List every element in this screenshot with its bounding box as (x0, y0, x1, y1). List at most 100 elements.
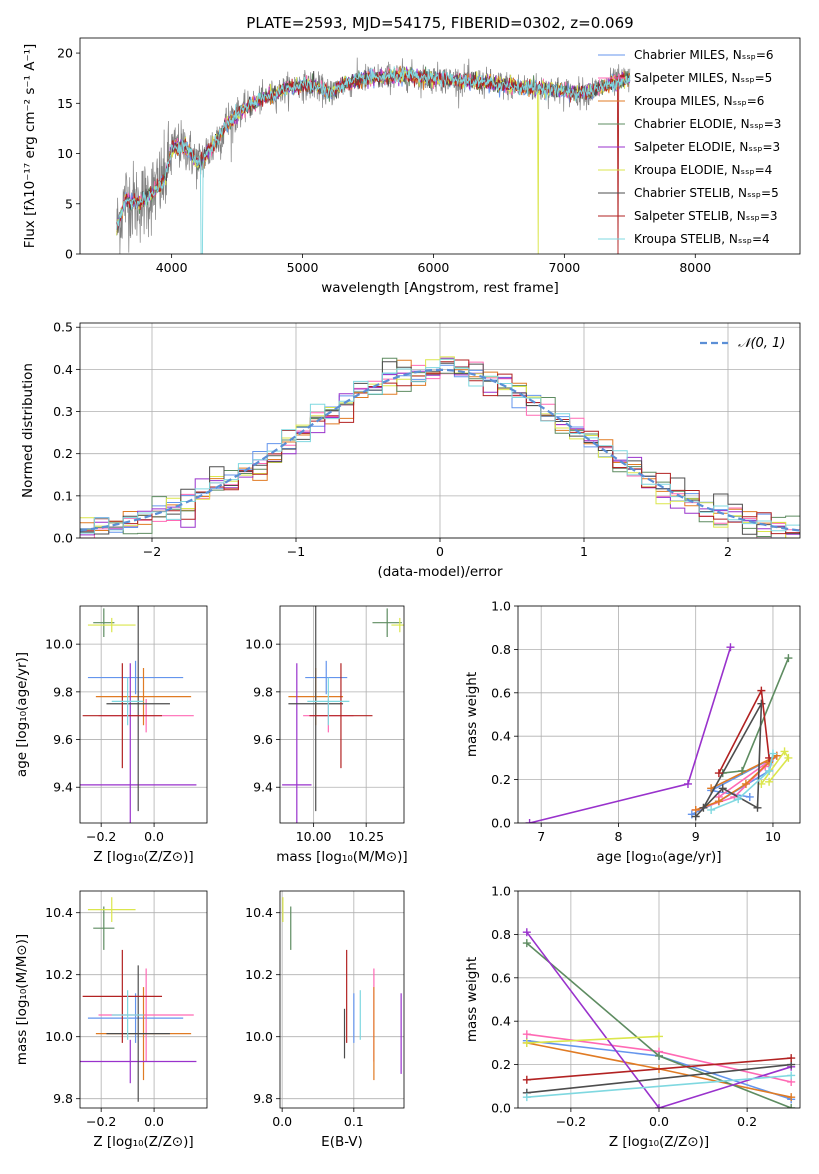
x-axis-label: (data-model)/error (377, 564, 503, 580)
plot-area (282, 606, 404, 823)
y-tick-label: 15 (57, 96, 73, 111)
errorbar-point (93, 608, 115, 637)
axes-frame (79, 37, 801, 255)
axes-frame (517, 890, 801, 1109)
x-tick-label: 7000 (548, 260, 580, 275)
y-tick-label: 0.8 (491, 642, 511, 657)
errorbar-point (87, 660, 184, 695)
y-tick-label: 9.8 (53, 1091, 73, 1106)
axes-frame (279, 890, 405, 1109)
y-axis-label: mass weight (464, 672, 480, 757)
x-tick-label: −0.2 (556, 1114, 586, 1129)
legend: Chabrier MILES, Nₛₛₚ=6 Salpeter MILES, Nₛ… (598, 48, 781, 246)
plus-marker (768, 749, 777, 758)
plus-marker (745, 792, 754, 801)
legend-label: Salpeter MILES, Nₛₛₚ=5 (634, 71, 772, 85)
errorbar-point (82, 949, 163, 1043)
plus-marker (765, 766, 774, 775)
errorbar-point (391, 617, 404, 633)
plus-marker (691, 812, 700, 821)
y-tick-label: 10 (57, 146, 73, 161)
gridlines (280, 606, 404, 823)
y-tick-label: 0.4 (491, 729, 511, 744)
histogram-step (80, 358, 800, 534)
plus-marker (522, 1038, 531, 1047)
plus-marker (699, 803, 708, 812)
x-tick-label: 10 (765, 829, 781, 844)
weight-line (695, 754, 778, 811)
plus-marker (522, 928, 531, 937)
plot-area (116, 57, 631, 254)
plus-marker (718, 784, 727, 793)
y-tick-label: 0.1 (53, 488, 73, 503)
plus-marker (714, 797, 723, 806)
histogram-step (80, 356, 800, 538)
plus-marker (683, 779, 692, 788)
plus-marker (741, 779, 750, 788)
x-tick-label: 2 (724, 544, 732, 559)
normal-curve (80, 368, 800, 532)
x-tick-label: 0.0 (272, 1114, 292, 1129)
errorbar-point (309, 663, 373, 769)
legend-label: Chabrier STELIB, Nₛₛₚ=5 (634, 186, 779, 200)
y-tick-label: 10.0 (45, 637, 73, 652)
plus-marker (655, 1051, 663, 1060)
plus-marker (757, 699, 766, 708)
y-tick-label: 10.4 (245, 905, 273, 920)
x-tick-label: 0.0 (144, 1114, 164, 1129)
errorbar-point (95, 668, 192, 726)
legend-label: Salpeter STELIB, Nₛₛₚ=3 (634, 209, 778, 223)
plus-marker (784, 654, 793, 663)
plot-area (80, 356, 800, 538)
axes-age_vs_mass: 10.00 10.25 9.4 9.6 9.8 10.0 mass [log₁₀(M/M⊙)… (245, 605, 408, 865)
y-tick-label: 0.0 (491, 816, 511, 831)
plus-marker (738, 766, 747, 775)
y-tick-label: 0.6 (491, 970, 511, 985)
y-axis-label: mass weight (464, 957, 480, 1042)
plus-marker (753, 803, 762, 812)
x-tick-label: 1 (580, 544, 588, 559)
legend-label: 𝒩(0, 1) (738, 336, 785, 351)
y-tick-label: 9.4 (253, 780, 273, 795)
plus-marker (707, 805, 716, 814)
plus-marker (787, 1093, 796, 1102)
errorbar-point (307, 677, 350, 726)
axes-age_vs_Z: −0.2 0.0 9.4 9.6 9.8 10.0 Z [log₁₀(Z/Z⊙)] age [… (14, 605, 208, 865)
x-axis-label: Z [log₁₀(Z/Z⊙)] (93, 1134, 193, 1150)
errorbar-point (111, 990, 144, 1040)
y-tick-label: 10.0 (245, 1029, 273, 1044)
x-tick-label: 9 (692, 829, 700, 844)
y-axis-label: Normed distribution (20, 363, 36, 498)
x-tick-label: 0.0 (144, 829, 164, 844)
x-axis-label: Z [log₁₀(Z/Z⊙)] (93, 849, 193, 865)
y-axis-label: Flux [fλ10⁻¹⁷ erg cm⁻² s⁻¹ A⁻¹] (22, 44, 38, 249)
legend-label: Kroupa MILES, Nₛₛₚ=6 (634, 94, 764, 108)
errorbar-point (93, 906, 115, 950)
plus-marker (655, 1104, 663, 1108)
y-tick-label: 20 (57, 46, 73, 61)
x-tick-label: −2 (143, 544, 161, 559)
plot-area (525, 643, 793, 823)
x-tick-label: 0.1 (344, 1114, 364, 1129)
axes-frame (79, 322, 801, 539)
x-tick-label: 8000 (679, 260, 711, 275)
x-tick-label: 10.00 (296, 829, 332, 844)
errorbar-point (87, 617, 136, 633)
weight-line (526, 931, 792, 1108)
x-tick-label: 0.0 (649, 1114, 669, 1129)
errorbar-point (80, 1039, 197, 1084)
axes-frame (79, 890, 208, 1109)
axes-mass_vs_EBV: 0.0 0.1 9.8 10.0 10.2 10.4 E(B-V) (245, 890, 405, 1150)
x-tick-label: −0.2 (86, 829, 116, 844)
y-tick-label: 10.2 (245, 967, 273, 982)
x-axis-label: age [log₁₀(age/yr)] (596, 849, 721, 865)
plus-marker (787, 1071, 796, 1080)
plot-area (80, 606, 197, 823)
plus-marker (655, 1032, 663, 1041)
errorbar-point (305, 660, 348, 695)
y-tick-label: 0.0 (53, 531, 73, 546)
plus-marker (784, 753, 793, 762)
plus-marker (787, 1054, 796, 1063)
plot-area (80, 897, 197, 1102)
errorbar-point (111, 677, 144, 726)
